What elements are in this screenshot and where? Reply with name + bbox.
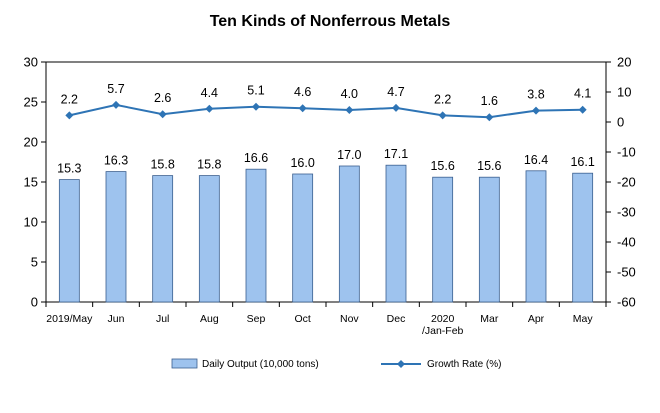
line-data-label: 4.6 <box>294 85 311 99</box>
line-marker <box>112 100 120 109</box>
x-axis-category-label: 2019/May <box>46 313 93 325</box>
line-marker <box>158 110 167 119</box>
bar-series <box>58 164 594 303</box>
legend-label-daily-output: Daily Output (10,000 tons) <box>202 359 319 370</box>
line-series <box>65 100 587 122</box>
bar-data-label: 15.3 <box>57 162 81 176</box>
line-marker <box>298 104 307 113</box>
bar-data-label: 16.4 <box>524 153 548 167</box>
left-axis-tick-label: 30 <box>24 55 38 70</box>
line-data-label: 3.8 <box>527 88 544 102</box>
legend-label-growth-rate: Growth Rate (%) <box>427 359 501 370</box>
growth-rate-line <box>69 103 583 119</box>
x-axis-category-label: Apr <box>528 313 545 325</box>
line-marker <box>252 102 260 111</box>
bar-data-label: 15.6 <box>477 159 501 173</box>
left-axis-tick-label: 5 <box>31 255 38 270</box>
bar-data-label: 16.0 <box>290 156 314 170</box>
x-axis-category-label: Aug <box>200 313 219 325</box>
line-data-label: 1.6 <box>481 94 498 108</box>
bar <box>572 172 594 303</box>
bar-data-label: 16.6 <box>244 151 268 165</box>
legend-swatch-daily-output <box>171 358 198 369</box>
line-data-label: 4.0 <box>341 87 358 101</box>
x-axis-category-label: Jun <box>108 313 125 325</box>
bar <box>105 171 127 303</box>
left-axis-tick-label: 10 <box>24 215 38 230</box>
bar-data-label: 17.1 <box>384 147 408 161</box>
x-axis-category-label: Mar <box>480 313 499 325</box>
left-axis-tick-label: 25 <box>24 95 38 110</box>
data-labels: 15.3 16.3 15.8 15.8 16.6 16.0 17.0 17.1 15.6 15.6… <box>57 82 595 176</box>
line-data-label: 5.7 <box>107 82 124 96</box>
bar <box>525 170 547 303</box>
right-axis-tick-label: 0 <box>617 115 624 130</box>
bar <box>245 168 267 303</box>
line-data-label: 2.2 <box>434 92 451 106</box>
axes: 0 5 10 15 20 25 30 -60 -50 -40 -30 -20 -10 0 10 20 2019/… <box>24 55 636 338</box>
bar <box>292 173 314 303</box>
line-data-label: 4.4 <box>201 86 218 100</box>
line-marker <box>65 111 74 120</box>
bar <box>152 175 174 303</box>
bar-data-label: 17.0 <box>337 148 361 162</box>
line-data-label: 4.1 <box>574 87 591 101</box>
x-axis-category-label: Nov <box>340 313 359 325</box>
legend: Daily Output (10,000 tons) Growth Rate (… <box>171 358 501 370</box>
line-marker <box>532 106 540 115</box>
line-marker <box>392 103 400 112</box>
bar-data-label: 15.8 <box>197 158 221 172</box>
line-marker <box>345 106 354 114</box>
bar <box>478 176 500 303</box>
bar <box>432 176 454 303</box>
line-data-label: 4.7 <box>387 85 404 99</box>
x-axis-category-label: 2020 <box>431 313 455 325</box>
bar <box>58 179 80 303</box>
x-axis-category-label: Oct <box>294 313 310 325</box>
line-marker <box>205 104 214 113</box>
line-marker <box>438 111 447 120</box>
left-axis-tick-label: 20 <box>24 135 38 150</box>
bar-data-label: 15.8 <box>150 158 174 172</box>
left-axis-tick-label: 0 <box>31 295 38 310</box>
bar <box>385 164 407 303</box>
bar <box>198 175 220 303</box>
line-data-label: 5.1 <box>247 84 264 98</box>
right-axis-tick-label: 10 <box>617 85 631 100</box>
bar-data-label: 16.1 <box>570 155 594 169</box>
left-axis-tick-label: 15 <box>24 175 38 190</box>
right-axis-tick-label: -30 <box>617 205 636 220</box>
right-axis-tick-label: -20 <box>617 175 636 190</box>
bar <box>338 165 360 303</box>
bar-data-label: 16.3 <box>104 154 128 168</box>
line-data-label: 2.2 <box>61 92 78 106</box>
line-marker <box>578 105 587 114</box>
x-axis-category-label: Jul <box>156 313 169 325</box>
right-axis-tick-label: -40 <box>617 235 636 250</box>
plot-area-frame <box>45 61 607 303</box>
bar-data-label: 15.6 <box>430 159 454 173</box>
chart-title: Ten Kinds of Nonferrous Metals <box>210 13 451 30</box>
right-axis-tick-label: 20 <box>617 55 631 70</box>
right-axis-tick-label: -60 <box>617 295 636 310</box>
legend-marker-growth-rate <box>397 360 405 368</box>
right-axis-tick-label: -10 <box>617 145 636 160</box>
x-axis-category-label: /Jan-Feb <box>422 325 464 337</box>
x-axis-category-label: May <box>573 313 594 325</box>
line-marker <box>485 113 494 122</box>
right-axis-tick-label: -50 <box>617 265 636 280</box>
line-data-label: 2.6 <box>154 91 171 105</box>
x-axis-category-label: Dec <box>387 313 406 325</box>
x-axis-category-label: Sep <box>247 313 266 325</box>
